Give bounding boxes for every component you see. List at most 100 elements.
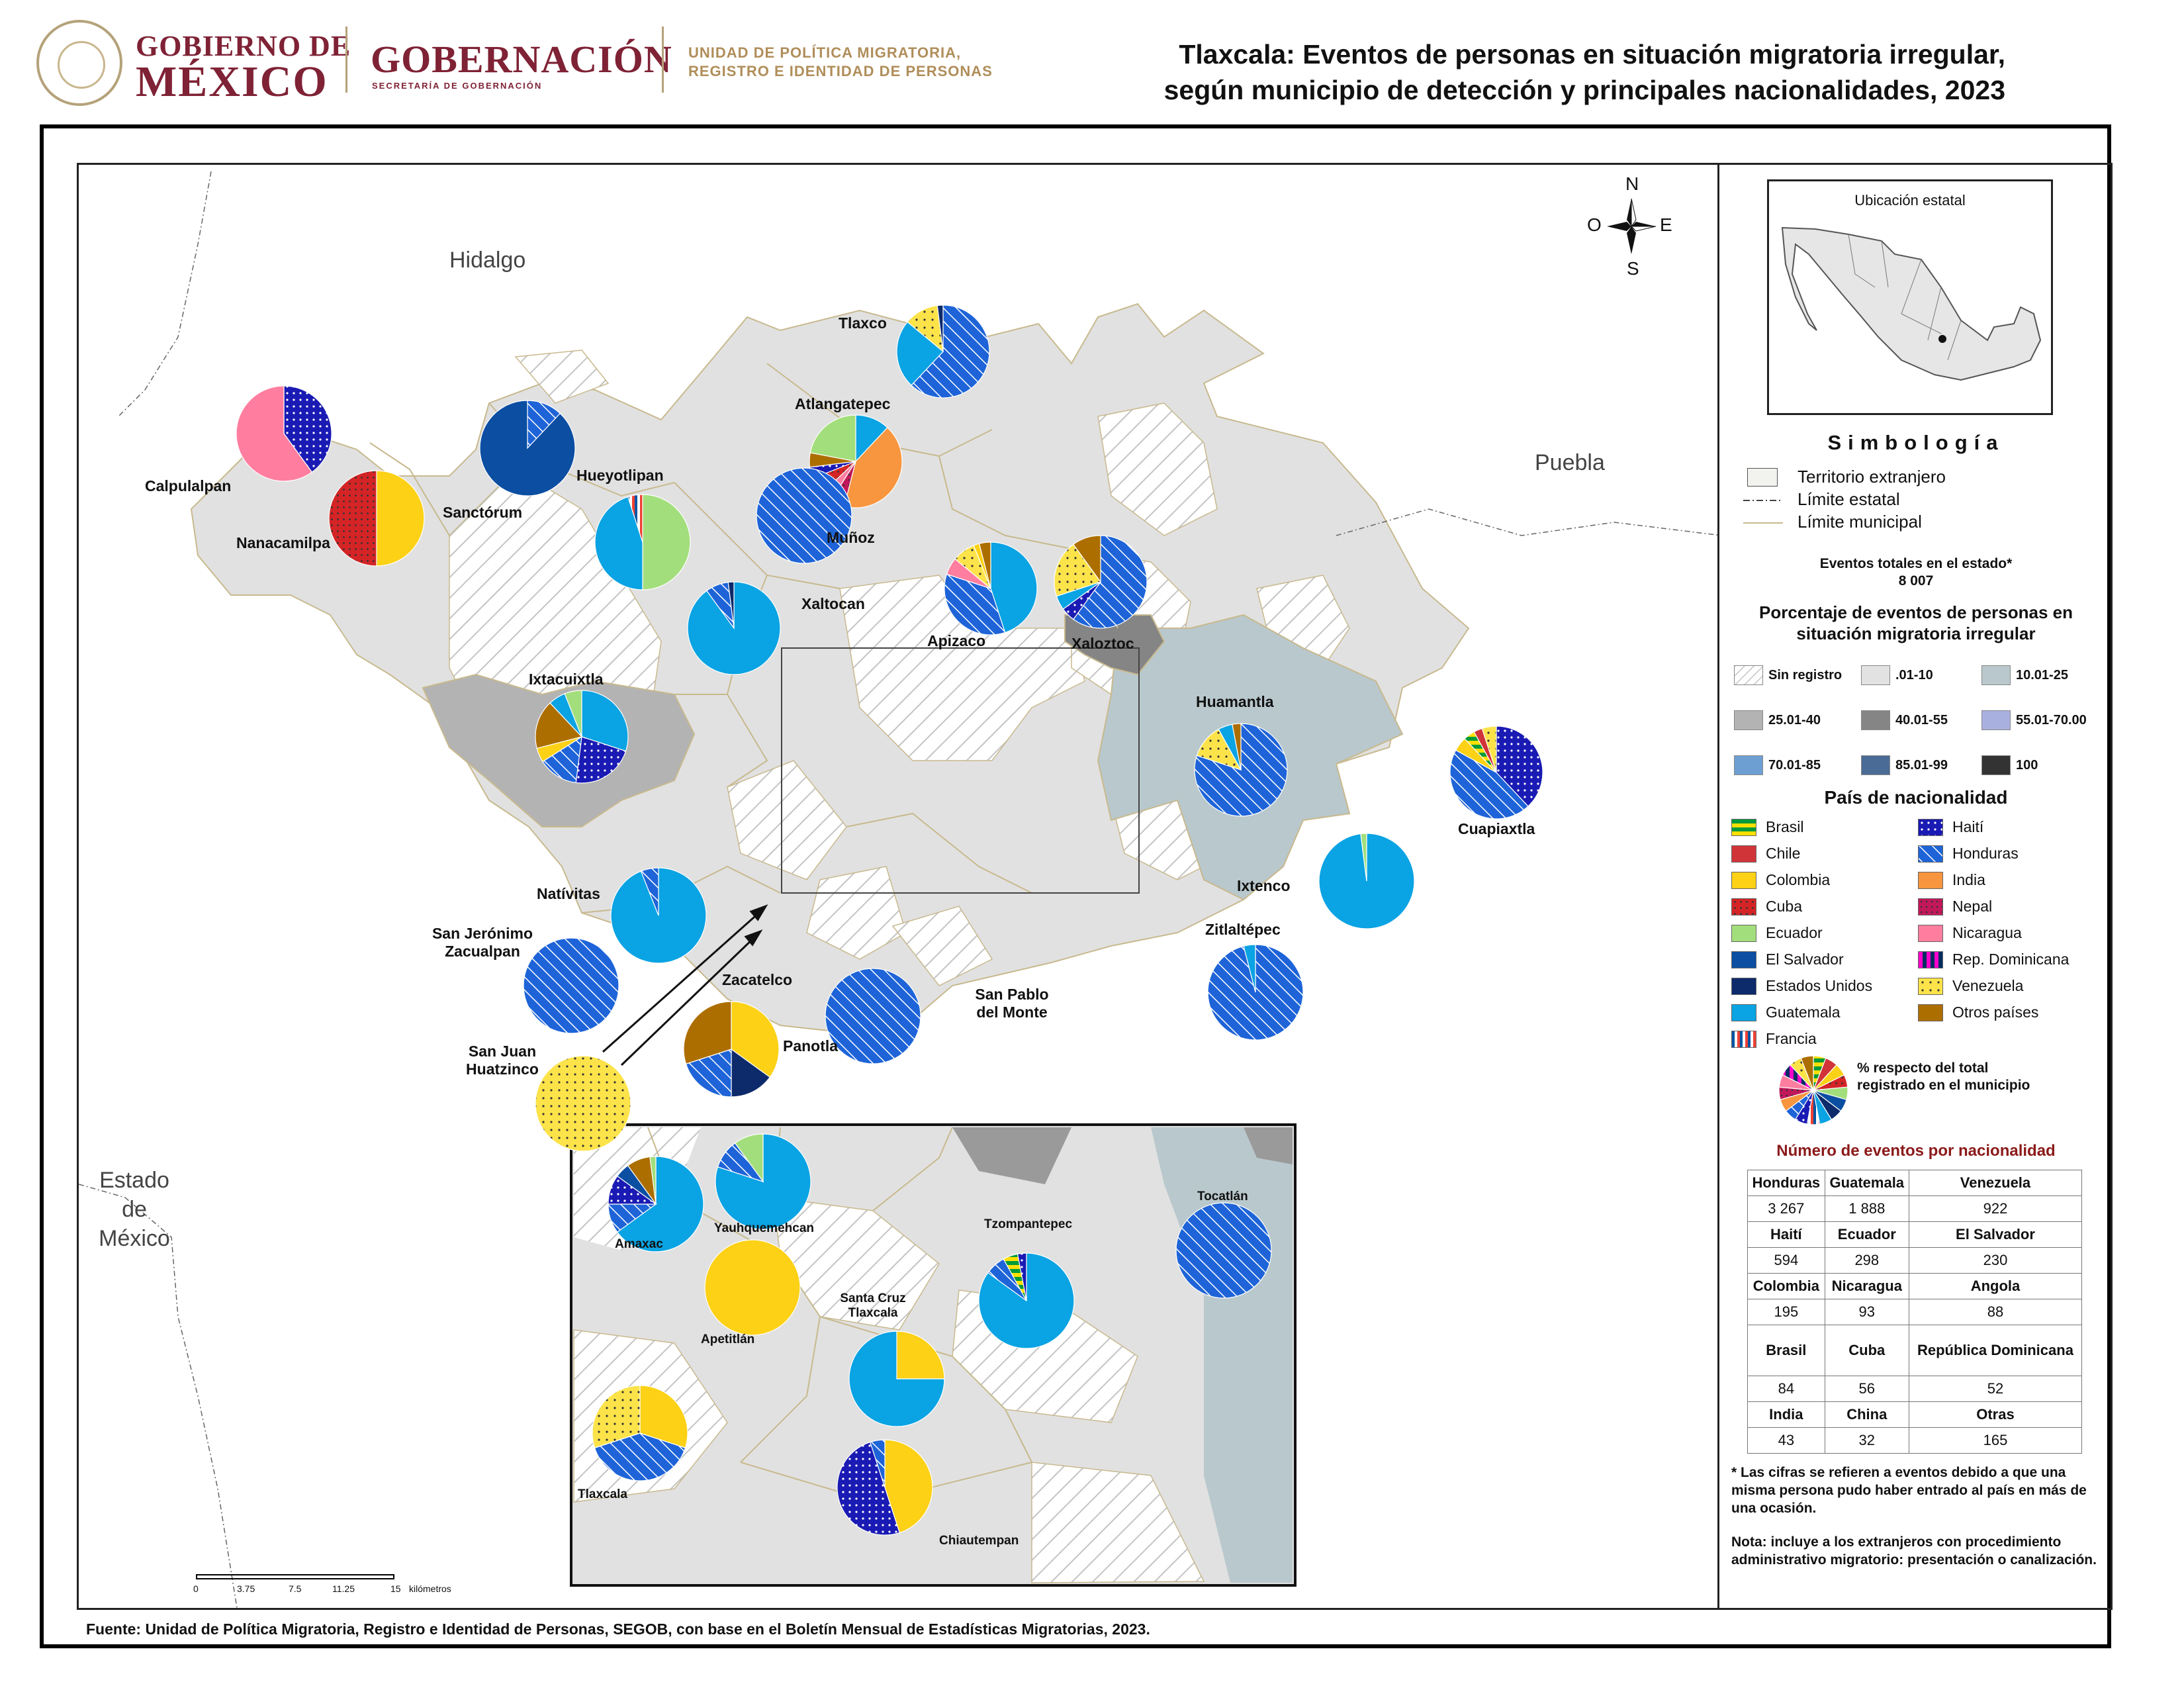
table-cell: 52 [1908,1376,2083,1402]
nationality-swatch [1918,1004,1943,1021]
pie-xaltocan [687,581,781,675]
mexico-outline [1781,226,2042,381]
nationality-label: Nicaragua [1952,924,2022,941]
pie-slice-colombia [884,1439,933,1534]
table-header-cell: Nicaragua [1824,1273,1909,1299]
compass-s: S [1627,258,1639,279]
legend-pie-example [1778,1055,1848,1125]
class-swatch [1861,710,1890,730]
page-title: Tlaxcala: Eventos de personas en situaci… [1164,36,2005,108]
pie-slice-venezuela [1054,543,1101,597]
pie-i-santa-cruz [848,1331,945,1427]
table-header-cell: China [1824,1401,1909,1428]
total-events: Eventos totales en el estado* 8 007 [1719,555,2113,590]
nationality-swatch [1731,978,1756,995]
table-header-cell: Angola [1908,1273,2083,1299]
label-ixtacuixtla: Ixtacuixtla [529,671,604,688]
label-apetitlan: Apetitlán [701,1333,755,1346]
pie-i-yauhquemehcan [715,1133,811,1230]
pie-slice-otros-países [1073,535,1101,583]
pie-slice-guatemala [1243,944,1256,993]
pie-slice-honduras [523,937,619,1034]
pie-hueyotlipan [594,494,691,590]
table-row: 43 32 165 [1747,1427,2083,1454]
pie-slice-honduras [594,1432,686,1481]
table-cell: 43 [1747,1427,1825,1454]
pie-san-jeronimo [523,937,619,1034]
pie-zitlaltepec [1207,944,1304,1041]
class-label: 55.01-70.00 [2016,713,2087,727]
label-apizaco: Apizaco [927,632,986,649]
label-panotla: Panotla [783,1037,839,1055]
label-tocatlan: Tocatlán [1197,1190,1248,1203]
nationality-label: Haití [1952,818,1984,835]
nationality-label: Venezuela [1952,977,2024,994]
scale-tick: 7.5 [289,1583,302,1594]
pie-slice-honduras [542,735,582,784]
pie-huamantla [1194,723,1288,817]
nationality-swatch [1918,872,1943,889]
class-swatch [1861,755,1890,775]
class-swatch [1981,755,2011,775]
class-label: Sin registro [1768,668,1843,682]
table-cell: 922 [1908,1196,2083,1222]
table-cell: 298 [1824,1247,1909,1274]
pie-i-tzompantepec [978,1252,1075,1349]
ministry-sub: SECRETARÍA DE GOBERNACIÓN [372,81,543,91]
nationality-swatch [1731,872,1756,889]
table-header-cell: República Dominicana [1908,1325,2083,1376]
class-label: .01-10 [1895,668,1933,682]
label-munoz: Muñoz [827,529,875,546]
san-jeronimo-line1: San Jerónimo [432,925,533,942]
pie-i-tlaxcala [592,1385,688,1481]
pie-slice-guatemala [594,496,643,590]
pie-slice-ecuador [1360,833,1367,882]
nationality-swatch [1731,925,1756,942]
total-events-value: 8 007 [1898,573,1934,588]
table-row: Haití Ecuador El Salvador [1747,1221,2083,1248]
pie-slice-otros-países [1800,1055,1814,1091]
label-tlaxco: Tlaxco [839,314,887,332]
nationality-label: Colombia [1766,871,1831,888]
pie-nativitas [610,867,707,964]
table-row: 3 267 1 888 922 [1747,1196,2083,1222]
san-juan-line1: San Juan [468,1043,537,1060]
label-tlaxcala: Tlaxcala [578,1487,627,1501]
class-label: 40.01-55 [1895,713,1948,727]
compass-e: E [1660,214,1672,235]
pie-slice-colombia [376,470,425,567]
pie-slice-honduras [1073,535,1148,629]
scale-tick: 11.25 [332,1583,355,1594]
class-swatch-sin-registro [1734,665,1763,685]
outer-frame [40,124,2111,1648]
pointer-arrows [602,904,768,1066]
table-cell: 3 267 [1747,1196,1825,1222]
nationality-label: Rep. Dominicana [1952,951,2070,968]
nationality-label: Nepal [1952,898,1993,915]
table-row: Brasil Cuba República Dominicana [1747,1325,2083,1376]
foreign-territory-swatch [1747,468,1778,487]
table-header-cell: India [1747,1401,1825,1428]
pie-legend-example [1778,1055,1848,1125]
estado-mexico-line3: México [99,1226,170,1251]
pie-slice-india [843,427,903,508]
table-header-cell: Guatemala [1824,1170,1909,1196]
inset-focus-box [781,647,1140,894]
pie-slice-haití [283,385,332,473]
gov-line1: GOBIERNO DE [136,30,351,62]
footnotes: * Las cifras se refieren a eventos debid… [1731,1464,2102,1569]
class-label: 10.01-25 [2016,668,2068,682]
state-limit-label: Límite estatal [1797,489,1900,509]
nationality-label: Brasil [1766,818,1804,835]
municipal-limit-label: Límite municipal [1797,512,1922,532]
pie-slice-honduras [944,573,1006,635]
label-tzompantepec: Tzompantepec [984,1217,1073,1231]
table-cell: 93 [1824,1299,1909,1325]
pie-sanctorum [479,400,576,496]
pie-san-juan [535,1055,631,1152]
nationality-label: India [1952,871,1985,888]
label-san-pablo: San Pablo del Monte [959,986,1065,1021]
pie-slice-colombia [639,1385,688,1449]
pie-slice-cuba [328,470,377,567]
pie-ixtenco [1318,833,1415,929]
